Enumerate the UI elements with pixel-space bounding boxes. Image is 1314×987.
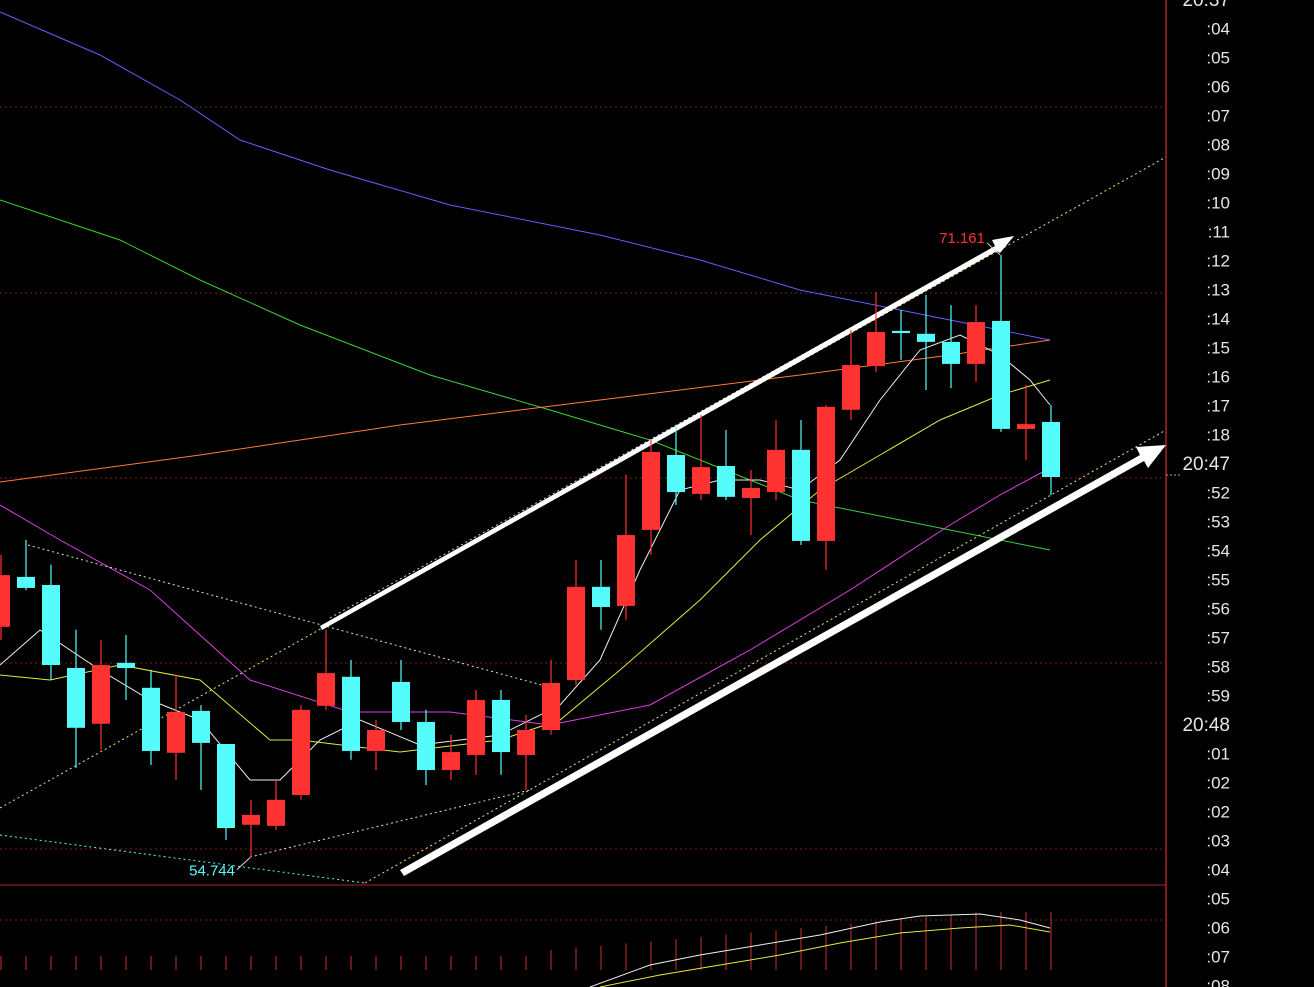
arrows: [320, 236, 1166, 876]
candle-body: [42, 584, 60, 666]
candle-body: [892, 330, 910, 334]
candle-body: [942, 341, 960, 364]
time-label: :12: [1206, 251, 1230, 270]
candle-body: [167, 712, 185, 753]
time-label: :16: [1206, 367, 1230, 386]
candle-body: [442, 752, 460, 771]
time-label: 20:47: [1182, 454, 1230, 475]
time-label: :07: [1206, 947, 1230, 966]
candle-body: [542, 683, 560, 731]
trend-line: [27, 544, 561, 691]
time-label: :04: [1206, 19, 1230, 38]
annotation-label: 71.161: [939, 230, 985, 247]
annotation-label: 54.744: [189, 863, 235, 880]
time-label: :17: [1206, 396, 1230, 415]
ma-line: [0, 11, 1051, 341]
candle-body: [817, 406, 835, 541]
candle-body: [617, 535, 635, 606]
candle-body: [667, 454, 685, 493]
arrow: [320, 236, 1014, 630]
oscillator-line: [589, 913, 1051, 987]
annotation-pointer: [986, 242, 1001, 256]
candle-body: [492, 699, 510, 753]
candle-body: [217, 743, 235, 829]
candle-body: [17, 576, 35, 588]
time-label: :08: [1206, 135, 1230, 154]
candle-body: [142, 687, 160, 751]
time-label: :11: [1208, 222, 1230, 241]
candle-body: [1042, 421, 1060, 478]
time-label: :15: [1206, 338, 1230, 357]
time-label: :52: [1206, 483, 1230, 502]
time-label: :02: [1206, 802, 1230, 821]
time-label: :04: [1206, 860, 1230, 879]
time-label: 20:48: [1182, 715, 1230, 736]
candle-body: [592, 586, 610, 608]
candle-body: [117, 662, 135, 668]
candle-body: [967, 322, 985, 364]
time-label: :59: [1206, 686, 1230, 705]
candle-body: [92, 665, 110, 724]
candle-body: [67, 667, 85, 728]
trend-line: [0, 834, 366, 884]
time-label: :58: [1206, 657, 1230, 676]
time-label: :54: [1206, 541, 1230, 560]
time-label: :56: [1206, 599, 1230, 618]
candle-body: [867, 331, 885, 367]
oscillator-line: [599, 924, 1051, 987]
time-label: :08: [1206, 976, 1230, 987]
candle-body: [267, 799, 285, 826]
annotation-pointer: [236, 857, 251, 871]
time-label: :09: [1206, 164, 1230, 183]
candle-body: [767, 449, 785, 493]
time-label: :05: [1206, 889, 1230, 908]
candle-body: [467, 699, 485, 756]
candle-body: [792, 449, 810, 541]
trend-line: [364, 429, 1167, 884]
candle-body: [192, 710, 210, 743]
grid: [0, 106, 1166, 921]
candle-body: [292, 709, 310, 796]
candle-body: [842, 365, 860, 410]
candle-body: [642, 452, 660, 530]
time-label: :14: [1206, 309, 1230, 328]
time-label: :03: [1206, 831, 1230, 850]
time-label: :13: [1206, 280, 1230, 299]
candle-body: [392, 681, 410, 722]
candle-body: [1017, 424, 1035, 429]
time-label: :53: [1206, 512, 1230, 531]
oscillator: [589, 913, 1051, 987]
time-label: :10: [1206, 193, 1230, 212]
time-label: :55: [1206, 570, 1230, 589]
candle-body: [717, 466, 735, 497]
candle-body: [0, 575, 10, 627]
time-label: :01: [1206, 744, 1230, 763]
candle-body: [317, 673, 335, 706]
candle-body: [342, 676, 360, 751]
candle-body: [567, 586, 585, 681]
candle-body: [517, 730, 535, 756]
time-label: :02: [1206, 773, 1230, 792]
right-axis: 20:37 :04 :05 :06 :07 :08 :09 :10 :11 :12 :13 :14 :1…: [1182, 0, 1230, 987]
time-label: :57: [1206, 628, 1230, 647]
arrow: [400, 445, 1166, 876]
candle-body: [917, 333, 935, 342]
time-label: 20:37: [1182, 0, 1230, 11]
candle-body: [742, 488, 760, 498]
candle-body: [242, 814, 260, 825]
candles: [0, 254, 1060, 858]
time-label: :06: [1206, 77, 1230, 96]
candle-body: [692, 467, 710, 494]
candle-body: [992, 320, 1010, 429]
annotations: 71.161 54.744: [189, 230, 1001, 880]
candle-body: [417, 721, 435, 771]
time-label: :06: [1206, 918, 1230, 937]
time-label: :05: [1206, 48, 1230, 67]
time-label: :18: [1206, 425, 1230, 444]
time-label: :07: [1206, 106, 1230, 125]
candle-body: [367, 730, 385, 751]
ma-line: [0, 199, 1051, 551]
